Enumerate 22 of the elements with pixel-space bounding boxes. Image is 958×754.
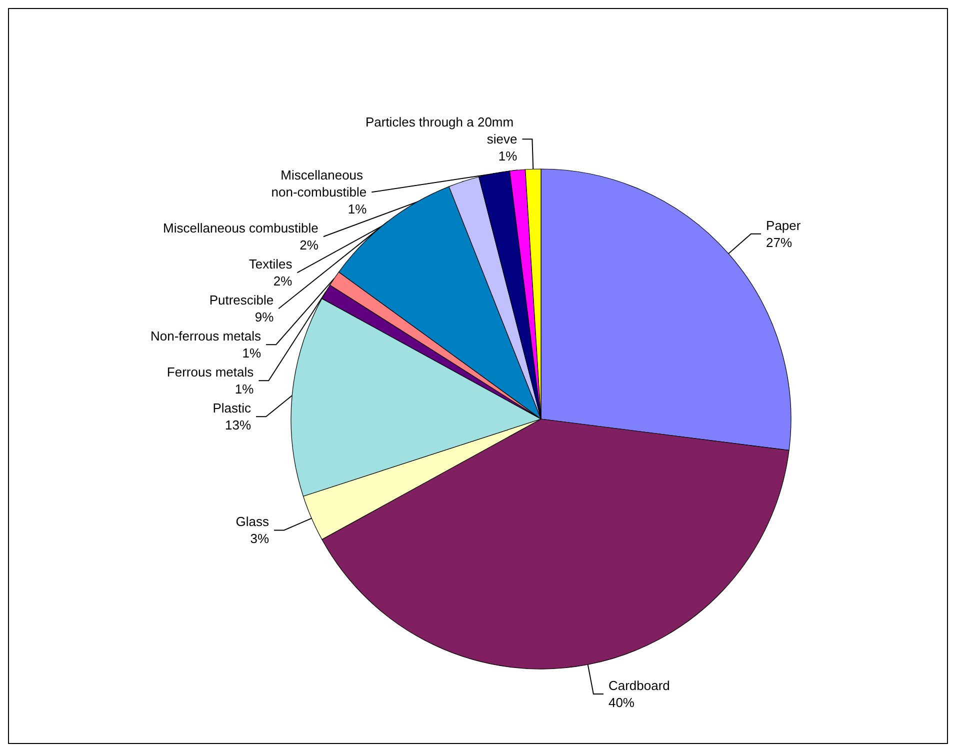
slice-label: Cardboard bbox=[608, 678, 670, 694]
data-label: 1% bbox=[498, 148, 518, 164]
slice-label: Paper bbox=[766, 218, 802, 233]
data-label: 13% bbox=[224, 418, 252, 433]
data-label: 2% bbox=[273, 274, 293, 289]
data-label: 27% bbox=[766, 234, 792, 250]
data-label: 40% bbox=[608, 695, 635, 710]
slice-label: Ferrous metals bbox=[166, 364, 254, 380]
slice-label: Miscellaneous non-combustible bbox=[271, 168, 367, 200]
data-label: 1% bbox=[234, 382, 254, 397]
slice-label: Particles through a 20mm sieve bbox=[365, 114, 518, 147]
data-label: 3% bbox=[250, 531, 270, 546]
slice-label: Miscellaneous combustible bbox=[163, 220, 318, 236]
slice-label: Plastic bbox=[212, 400, 252, 416]
slice-label: Putrescible bbox=[209, 292, 274, 308]
data-label: 1% bbox=[348, 202, 368, 217]
slice-label: Textiles bbox=[248, 256, 293, 272]
data-label: 9% bbox=[254, 310, 274, 325]
slice-label: Non-ferrous metals bbox=[150, 328, 262, 344]
data-label: 2% bbox=[300, 238, 319, 253]
slice-label: Glass bbox=[236, 514, 270, 530]
data-label: 1% bbox=[242, 346, 262, 361]
